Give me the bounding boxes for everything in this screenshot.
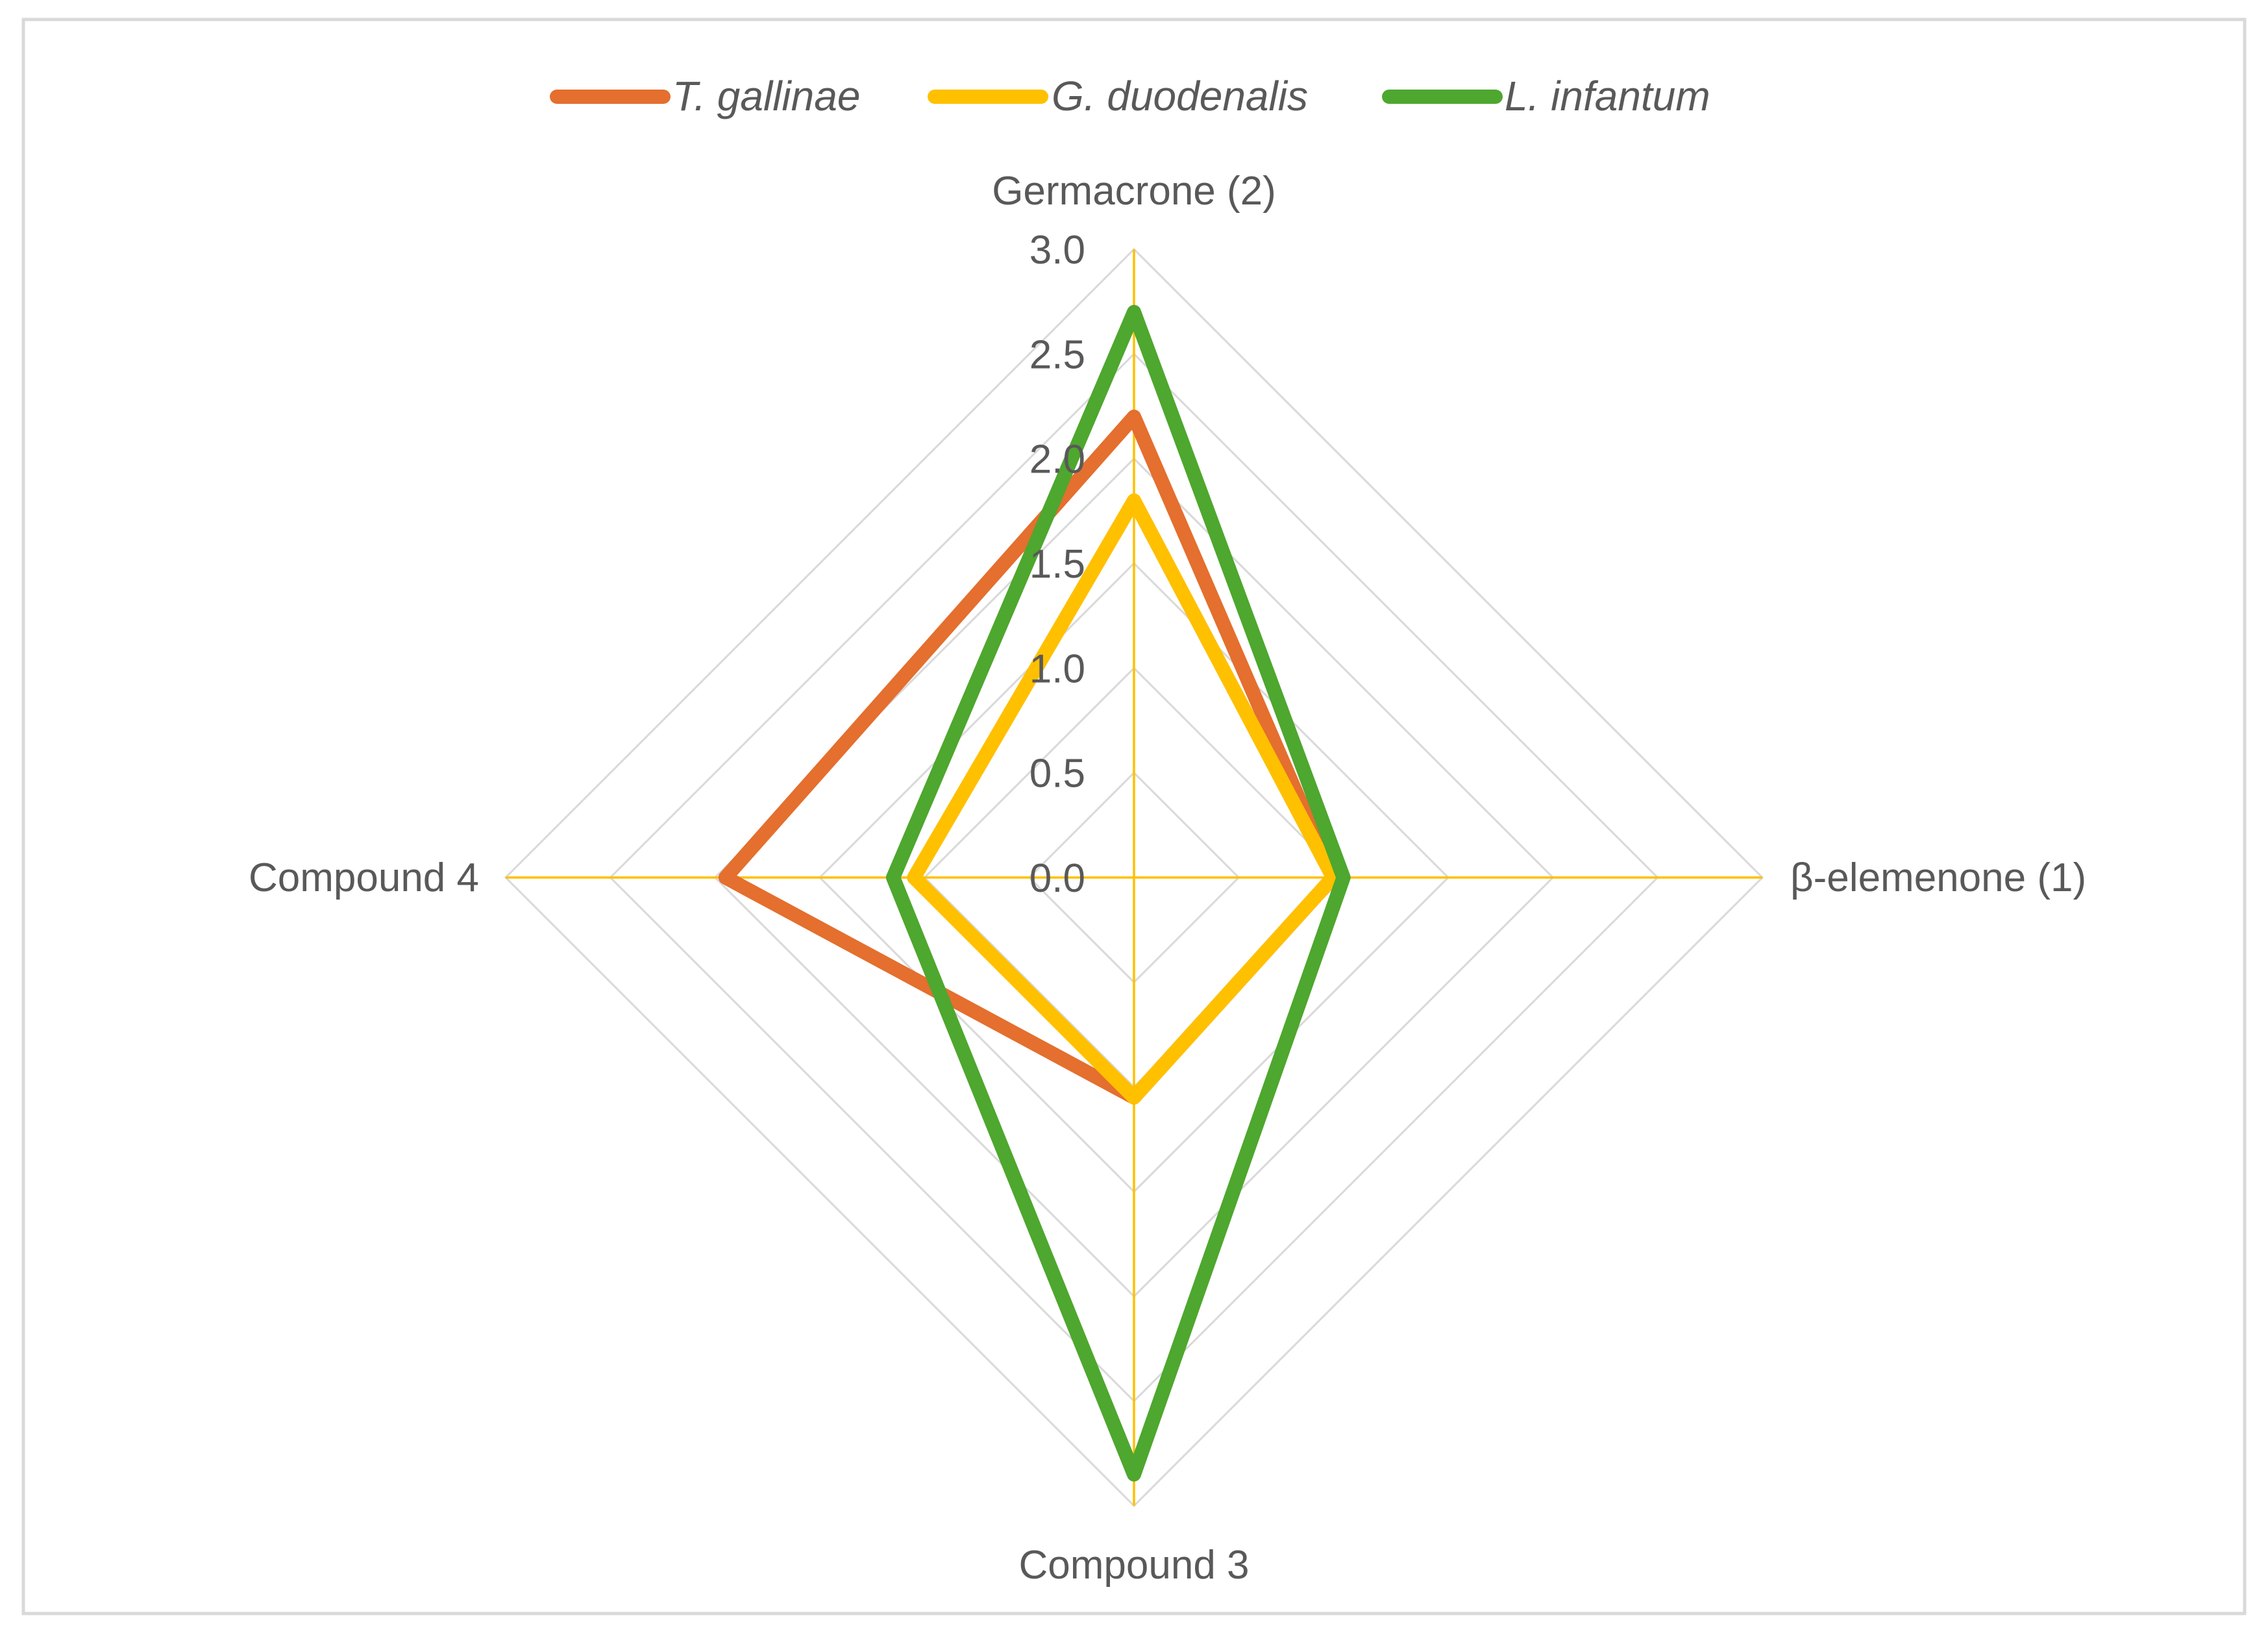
radial-tick-label: 0.0 [1029, 856, 1085, 901]
legend-label-t-gallinae: T. gallinae [672, 73, 860, 119]
series-line-l-infantum [885, 304, 1351, 1482]
radial-tick-label: 3.0 [1029, 228, 1085, 273]
legend-label-l-infantum: L. infantum [1505, 73, 1710, 119]
radar-axes [506, 249, 1762, 1506]
radar-series [718, 304, 1351, 1482]
radial-tick-label: 2.5 [1029, 332, 1085, 377]
radial-tick-label: 0.5 [1029, 752, 1085, 796]
series-line-g-duodenalis [907, 493, 1340, 1105]
legend-item-l-infantum: L. infantum [1382, 73, 1710, 119]
category-label-compound-3: Compound 3 [1018, 1543, 1249, 1588]
category-label-compound-4: Compound 4 [249, 855, 479, 900]
radial-tick-label: 1.0 [1029, 646, 1085, 691]
legend: T. gallinae G. duodenalis L. infantum [550, 73, 1710, 119]
radial-tick-label: 1.5 [1029, 542, 1085, 587]
radial-tick-labels: 0.0 0.5 1.0 1.5 2.0 2.5 3.0 [1029, 228, 1085, 901]
category-label-germacrone: Germacrone (2) [992, 169, 1276, 214]
category-label-beta-elemenone: β-elemenone (1) [1790, 855, 2086, 900]
legend-item-t-gallinae: T. gallinae [550, 73, 860, 119]
legend-label-g-duodenalis: G. duodenalis [1052, 73, 1308, 119]
category-labels: Germacrone (2) β-elemenone (1) Compound … [249, 169, 2086, 1588]
radial-tick-label: 2.0 [1029, 437, 1085, 482]
legend-item-g-duodenalis: G. duodenalis [928, 73, 1308, 119]
